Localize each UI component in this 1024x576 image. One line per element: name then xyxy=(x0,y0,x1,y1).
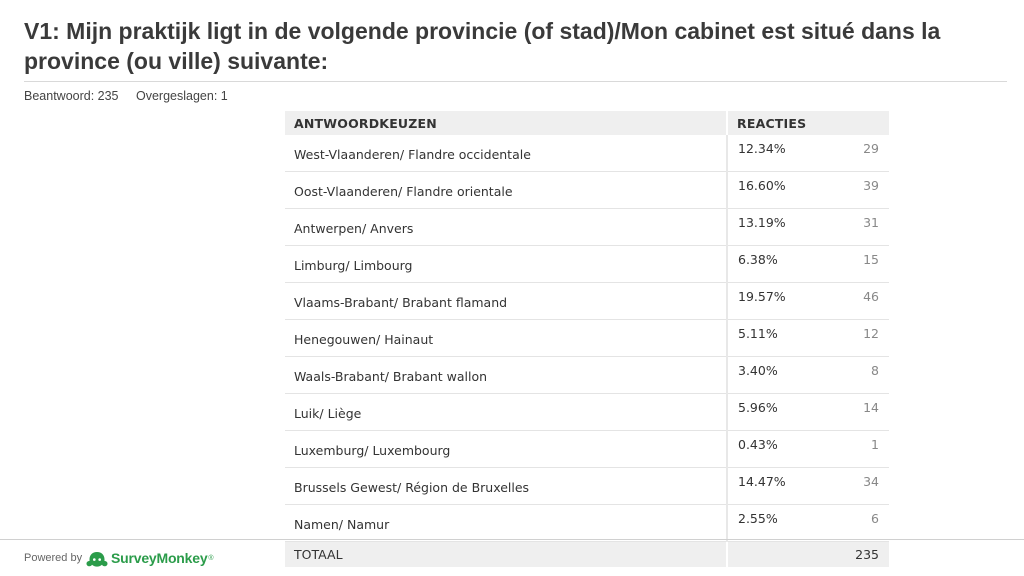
response-cell: 2.55% 6 xyxy=(727,504,889,542)
response-percent: 2.55% xyxy=(738,511,778,526)
table-row: Namen/ Namur 2.55% 6 xyxy=(285,504,889,542)
response-count: 12 xyxy=(863,326,879,341)
response-count: 29 xyxy=(863,141,879,156)
table-row: West-Vlaanderen/ Flandre occidentale 12.3… xyxy=(285,135,889,172)
table-row: Luik/ Liège 5.96% 14 xyxy=(285,393,889,431)
table-row: Oost-Vlaanderen/ Flandre orientale 16.60%… xyxy=(285,171,889,209)
response-cell: 3.40% 8 xyxy=(727,356,889,394)
response-percent: 5.11% xyxy=(738,326,778,341)
answer-choice: Limburg/ Limbourg xyxy=(285,245,728,283)
table-row: Luxemburg/ Luxembourg 0.43% 1 xyxy=(285,430,889,468)
answer-choice: Luik/ Liège xyxy=(285,393,728,431)
response-cell: 16.60% 39 xyxy=(727,171,889,209)
table-row: Limburg/ Limbourg 6.38% 15 xyxy=(285,245,889,283)
header-answer-choices: ANTWOORDKEUZEN xyxy=(285,111,728,135)
response-count: 46 xyxy=(863,289,879,304)
answer-choice: Antwerpen/ Anvers xyxy=(285,208,728,246)
response-cell: 0.43% 1 xyxy=(727,430,889,468)
response-count: 34 xyxy=(863,474,879,489)
response-percent: 13.19% xyxy=(738,215,786,230)
skipped-count: Overgeslagen: 1 xyxy=(136,89,228,103)
response-cell: 13.19% 31 xyxy=(727,208,889,246)
answer-choice: Vlaams-Brabant/ Brabant flamand xyxy=(285,282,728,320)
response-percent: 19.57% xyxy=(738,289,786,304)
surveymonkey-logo-icon xyxy=(86,551,108,567)
answer-choice: Oost-Vlaanderen/ Flandre orientale xyxy=(285,171,728,209)
question-title: V1: Mijn praktijk ligt in de volgende pr… xyxy=(24,18,941,74)
title-divider xyxy=(24,81,1007,82)
response-count: 1 xyxy=(871,437,879,452)
response-count: 31 xyxy=(863,215,879,230)
powered-by-label: Powered by xyxy=(24,552,83,564)
response-cell: 5.11% 12 xyxy=(727,319,889,357)
answer-choice: West-Vlaanderen/ Flandre occidentale xyxy=(285,135,728,172)
answer-choice: Waals-Brabant/ Brabant wallon xyxy=(285,356,728,394)
trademark-symbol: ® xyxy=(208,554,214,562)
results-table: ANTWOORDKEUZEN REACTIES West-Vlaanderen/… xyxy=(285,111,889,567)
response-count: 6 xyxy=(871,511,879,526)
header-responses: REACTIES xyxy=(727,111,889,135)
surveymonkey-wordmark: SurveyMonkey xyxy=(111,550,208,566)
answer-choice: Henegouwen/ Hainaut xyxy=(285,319,728,357)
answered-count: Beantwoord: 235 xyxy=(24,89,119,103)
total-value: 235 xyxy=(727,541,889,567)
response-cell: 14.47% 34 xyxy=(727,467,889,505)
response-stats: Beantwoord: 235 Overgeslagen: 1 xyxy=(24,89,242,103)
answer-choice: Luxemburg/ Luxembourg xyxy=(285,430,728,468)
response-percent: 14.47% xyxy=(738,474,786,489)
response-percent: 6.38% xyxy=(738,252,778,267)
response-percent: 12.34% xyxy=(738,141,786,156)
table-row: Brussels Gewest/ Région de Bruxelles 14.4… xyxy=(285,467,889,505)
response-count: 39 xyxy=(863,178,879,193)
total-label: TOTAAL xyxy=(285,541,728,567)
table-row: Antwerpen/ Anvers 13.19% 31 xyxy=(285,208,889,246)
response-count: 8 xyxy=(871,363,879,378)
response-percent: 0.43% xyxy=(738,437,778,452)
response-count: 14 xyxy=(863,400,879,415)
response-percent: 3.40% xyxy=(738,363,778,378)
response-percent: 5.96% xyxy=(738,400,778,415)
surveymonkey-brand[interactable]: SurveyMonkey ® xyxy=(86,548,214,568)
answer-choice: Namen/ Namur xyxy=(285,504,728,542)
footer-divider xyxy=(0,539,1024,540)
table-row: Henegouwen/ Hainaut 5.11% 12 xyxy=(285,319,889,357)
response-cell: 5.96% 14 xyxy=(727,393,889,431)
response-cell: 19.57% 46 xyxy=(727,282,889,320)
total-row: TOTAAL 235 xyxy=(285,541,889,567)
response-cell: 12.34% 29 xyxy=(727,135,889,172)
table-row: Waals-Brabant/ Brabant wallon 3.40% 8 xyxy=(285,356,889,394)
table-header-row: ANTWOORDKEUZEN REACTIES xyxy=(285,111,889,135)
table-row: Vlaams-Brabant/ Brabant flamand 19.57% 46 xyxy=(285,282,889,320)
response-percent: 16.60% xyxy=(738,178,786,193)
response-count: 15 xyxy=(863,252,879,267)
answer-choice: Brussels Gewest/ Région de Bruxelles xyxy=(285,467,728,505)
response-cell: 6.38% 15 xyxy=(727,245,889,283)
